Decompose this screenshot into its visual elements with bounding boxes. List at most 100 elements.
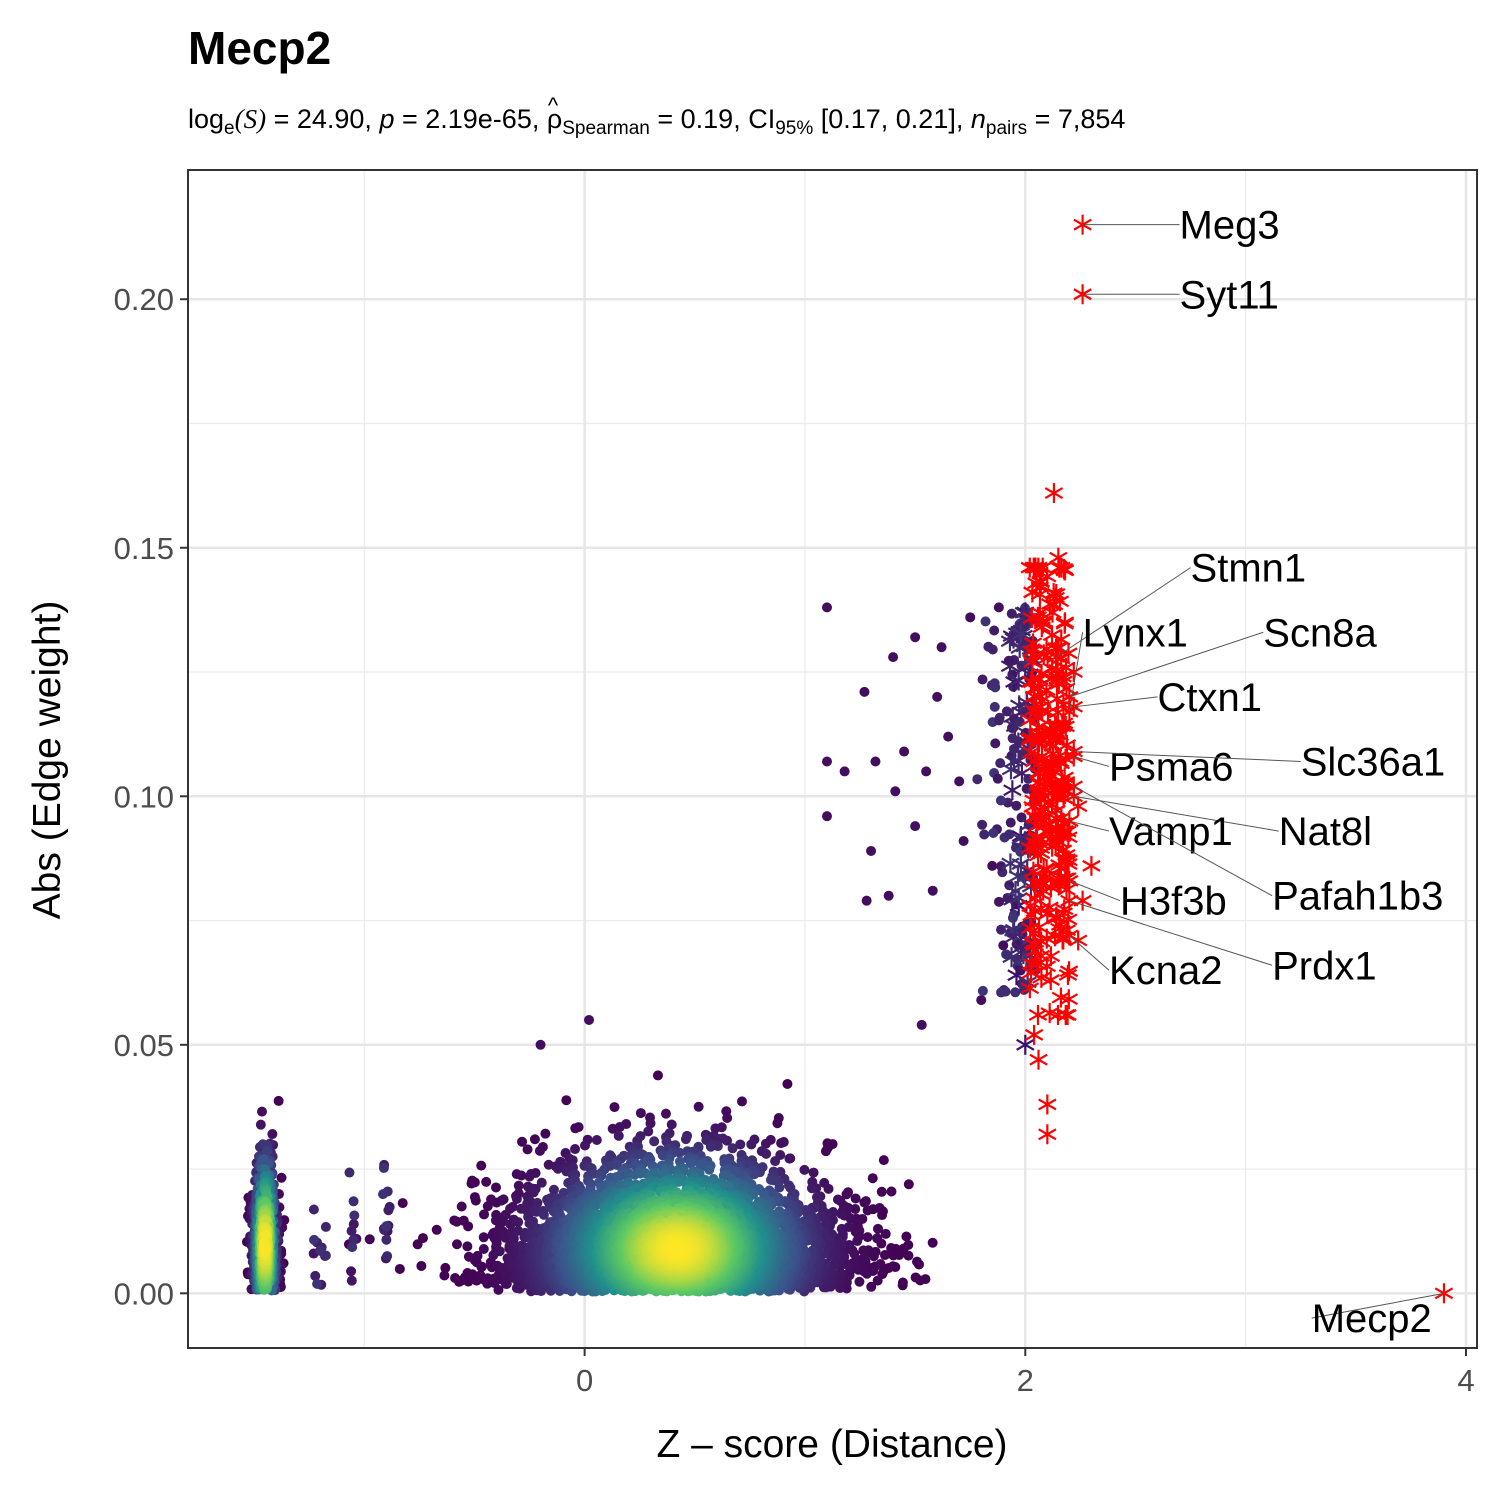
density-point xyxy=(457,1202,467,1212)
density-point xyxy=(312,1279,322,1289)
density-point xyxy=(776,1138,786,1148)
density-point xyxy=(535,1146,545,1156)
density-point xyxy=(859,1198,869,1208)
density-point xyxy=(267,1129,277,1139)
density-point xyxy=(799,1165,809,1175)
density-point xyxy=(416,1261,426,1271)
density-point xyxy=(609,1102,619,1112)
density-point xyxy=(277,1173,287,1183)
density-point xyxy=(309,1204,319,1214)
density-point xyxy=(347,1242,357,1252)
subtitle-statistic: = 24.90, xyxy=(266,104,379,134)
density-point xyxy=(344,1168,354,1178)
density-point xyxy=(704,1165,714,1175)
density-point xyxy=(432,1225,442,1235)
density-point xyxy=(784,1154,794,1164)
density-point xyxy=(561,1095,571,1105)
density-point xyxy=(879,1155,889,1165)
density-point xyxy=(491,1182,501,1192)
density-point xyxy=(530,1134,540,1144)
density-point xyxy=(537,1178,547,1188)
density-point xyxy=(383,1205,393,1215)
density-point xyxy=(694,1102,704,1112)
density-point xyxy=(315,1246,325,1256)
density-point xyxy=(347,1226,357,1236)
density-point xyxy=(479,1244,489,1254)
density-point xyxy=(854,1277,864,1287)
density-point xyxy=(649,1136,659,1146)
subtitle-p-label: p xyxy=(378,104,394,134)
density-point xyxy=(379,1163,389,1173)
chart-title: Mecp2 xyxy=(188,22,331,74)
density-point xyxy=(912,1257,922,1267)
density-point xyxy=(866,1282,876,1292)
density-point xyxy=(706,1142,716,1152)
density-point xyxy=(321,1222,331,1232)
density-point xyxy=(580,1141,590,1151)
density-point xyxy=(770,1156,780,1166)
density-point xyxy=(928,1238,938,1248)
density-point xyxy=(858,1245,868,1255)
density-point xyxy=(452,1239,462,1249)
density-point xyxy=(476,1161,486,1171)
density-point xyxy=(440,1263,450,1273)
subtitle-n-value: = 7,854 xyxy=(1027,104,1125,134)
density-point xyxy=(766,1175,776,1185)
density-point xyxy=(257,1107,267,1117)
subtitle-ci-value: [0.17, 0.21], xyxy=(813,104,971,134)
density-point xyxy=(880,1250,890,1260)
density-point xyxy=(347,1276,357,1286)
subtitle-s-expression: (S) xyxy=(235,104,266,134)
subtitle-rho-value: = 0.19, CI xyxy=(650,104,775,134)
density-point xyxy=(574,1122,584,1132)
subtitle-n-label: n xyxy=(971,104,986,134)
density-point xyxy=(746,1139,756,1149)
subtitle-rho-method: Spearman xyxy=(562,118,650,139)
density-point xyxy=(898,1278,908,1288)
density-point xyxy=(495,1246,505,1256)
density-point xyxy=(667,1119,677,1129)
density-point xyxy=(824,1184,834,1194)
density-point xyxy=(395,1264,405,1274)
density-point xyxy=(513,1217,523,1227)
density-point xyxy=(381,1235,391,1245)
density-point xyxy=(523,1144,533,1154)
density-point xyxy=(418,1233,428,1243)
density-point xyxy=(346,1266,356,1276)
density-point xyxy=(540,1129,550,1139)
density-point xyxy=(728,1143,738,1153)
density-point xyxy=(614,1131,624,1141)
density-point xyxy=(463,1221,473,1231)
density-point xyxy=(863,1232,873,1242)
density-point xyxy=(681,1134,691,1144)
density-point xyxy=(378,1189,388,1199)
density-point xyxy=(529,1187,539,1197)
density-point xyxy=(365,1234,375,1244)
density-point xyxy=(481,1177,491,1187)
density-point xyxy=(349,1196,359,1206)
density-point xyxy=(479,1232,489,1242)
subtitle-p-value: = 2.19e-65, xyxy=(394,104,546,134)
density-point xyxy=(661,1109,671,1119)
density-point xyxy=(499,1194,509,1204)
density-point xyxy=(462,1241,472,1251)
rho-hat-accent: ^ xyxy=(548,93,559,118)
density-point xyxy=(911,1272,921,1282)
density-point xyxy=(868,1173,878,1183)
subtitle-n-subscript: pairs xyxy=(986,118,1027,139)
density-point xyxy=(470,1177,480,1187)
density-point xyxy=(636,1108,646,1118)
density-point xyxy=(904,1179,914,1189)
density-point xyxy=(653,1070,663,1080)
density-point xyxy=(615,1122,625,1132)
density-point xyxy=(398,1198,408,1208)
subtitle-log: log xyxy=(188,104,224,134)
density-point xyxy=(821,1146,831,1156)
density-point xyxy=(512,1194,522,1204)
density-point xyxy=(274,1096,284,1106)
density-point xyxy=(256,1120,266,1130)
density-point xyxy=(872,1233,882,1243)
subtitle-log-base: e xyxy=(224,118,235,139)
